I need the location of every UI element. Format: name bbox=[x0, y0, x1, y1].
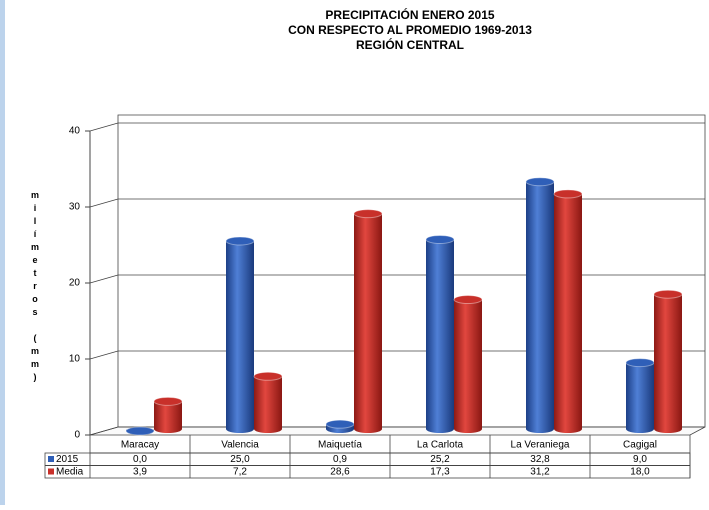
legend-label: Media bbox=[56, 467, 84, 478]
chart-title: REGIÓN CENTRAL bbox=[356, 37, 464, 52]
bar-part bbox=[454, 299, 482, 433]
y-tick-label: 40 bbox=[69, 126, 81, 137]
x-tick-label: La Carlota bbox=[417, 440, 464, 451]
y-tick-label: 20 bbox=[69, 278, 81, 289]
grid-line bbox=[89, 274, 119, 284]
grid-line bbox=[89, 198, 119, 208]
bar bbox=[353, 209, 383, 433]
back-wall bbox=[117, 114, 706, 428]
grid-line bbox=[89, 426, 119, 436]
y-tick-label: 0 bbox=[74, 430, 80, 441]
bar-part bbox=[526, 181, 554, 433]
legend-swatch bbox=[48, 468, 54, 475]
bar bbox=[453, 295, 483, 433]
bar-part bbox=[354, 213, 382, 433]
bar-part bbox=[225, 236, 255, 246]
data-label: 9,0 bbox=[633, 454, 647, 465]
bar-part bbox=[125, 426, 155, 436]
y-tick-label: 10 bbox=[69, 354, 81, 365]
chart-title: CON RESPECTO AL PROMEDIO 1969-2013 bbox=[288, 23, 532, 37]
x-tick-label: Maracay bbox=[121, 440, 159, 451]
bar-part bbox=[426, 239, 454, 433]
data-label: 0,0 bbox=[133, 454, 147, 465]
bar-part bbox=[153, 396, 183, 406]
bar-part bbox=[425, 234, 455, 244]
bar-part bbox=[554, 193, 582, 433]
bar-part bbox=[254, 376, 282, 433]
x-tick-label: Cagigal bbox=[623, 440, 657, 451]
grid-line bbox=[89, 122, 119, 132]
floor bbox=[89, 426, 706, 436]
y-tick-label: 30 bbox=[69, 202, 81, 213]
bar bbox=[525, 177, 555, 433]
data-label: 25,0 bbox=[230, 454, 250, 465]
bar bbox=[553, 189, 583, 433]
bar-part bbox=[626, 362, 654, 433]
bar-part bbox=[453, 295, 483, 305]
bar bbox=[425, 234, 455, 433]
bar-part bbox=[525, 177, 555, 187]
bar bbox=[653, 289, 683, 433]
bar bbox=[625, 358, 655, 433]
bar-part bbox=[553, 189, 583, 199]
x-tick-label: La Veraniega bbox=[511, 440, 570, 451]
bar bbox=[253, 371, 283, 433]
bar-part bbox=[154, 401, 182, 433]
chart-title: PRECIPITACIÓN ENERO 2015 bbox=[325, 7, 494, 22]
bar bbox=[225, 236, 255, 433]
grid-line bbox=[89, 350, 119, 360]
data-label: 31,2 bbox=[530, 467, 550, 478]
data-label: 18,0 bbox=[630, 467, 650, 478]
x-tick-label: Valencia bbox=[221, 440, 259, 451]
bar-part bbox=[625, 358, 655, 368]
bar bbox=[125, 426, 155, 436]
bar bbox=[153, 396, 183, 433]
bar-part bbox=[325, 419, 355, 429]
bar-part bbox=[353, 209, 383, 219]
data-label: 17,3 bbox=[430, 467, 450, 478]
bar-part bbox=[654, 294, 682, 433]
bar-part bbox=[226, 241, 254, 433]
legend-swatch bbox=[48, 456, 54, 462]
data-label: 0,9 bbox=[333, 454, 347, 465]
bar-part bbox=[653, 289, 683, 299]
bar-part bbox=[253, 371, 283, 381]
side-strip bbox=[0, 0, 5, 505]
x-tick-label: Maiquetía bbox=[318, 440, 362, 451]
data-label: 7,2 bbox=[233, 467, 247, 478]
y-axis-label: milímetros (mm) bbox=[30, 190, 40, 385]
bar bbox=[325, 419, 355, 433]
legend-label: 2015 bbox=[56, 454, 79, 465]
data-label: 25,2 bbox=[430, 454, 450, 465]
data-label: 32,8 bbox=[530, 454, 550, 465]
data-label: 3,9 bbox=[133, 467, 147, 478]
data-label: 28,6 bbox=[330, 467, 350, 478]
